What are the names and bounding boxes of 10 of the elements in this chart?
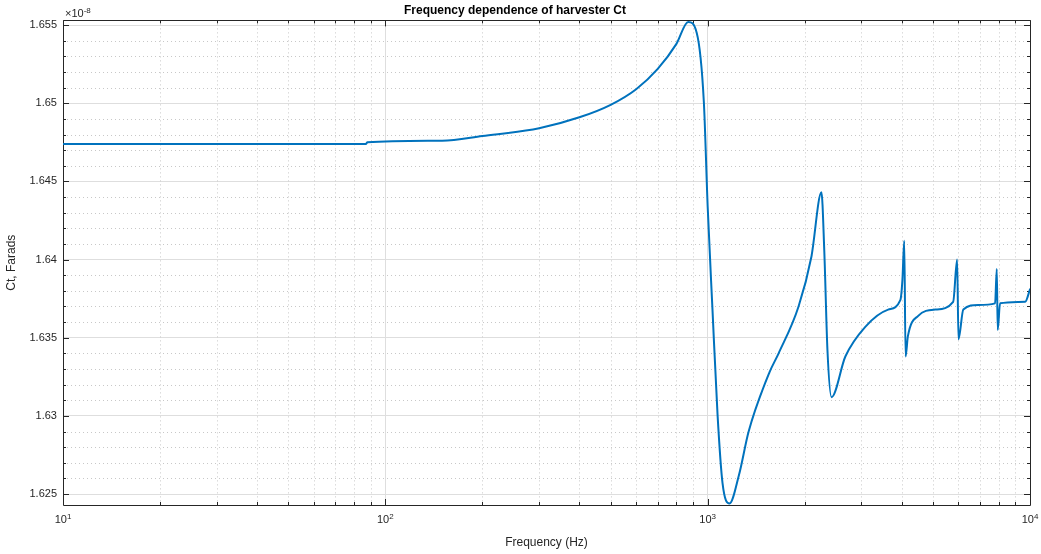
y-tick-label: 1.65 <box>35 96 57 109</box>
y-tick-label: 1.655 <box>29 18 57 31</box>
y-tick-label: 1.63 <box>35 408 57 421</box>
y-tick-label: 1.635 <box>29 330 57 343</box>
y-tick-label: 1.645 <box>29 174 57 187</box>
x-axis-title: Frequency (Hz) <box>505 535 588 550</box>
y-tick-label: 1.64 <box>35 252 57 265</box>
chart-title: Frequency dependence of harvester Ct <box>403 2 627 17</box>
y-tick-label: 1.625 <box>29 487 57 500</box>
y-axis-title: Ct, Farads <box>3 234 18 291</box>
